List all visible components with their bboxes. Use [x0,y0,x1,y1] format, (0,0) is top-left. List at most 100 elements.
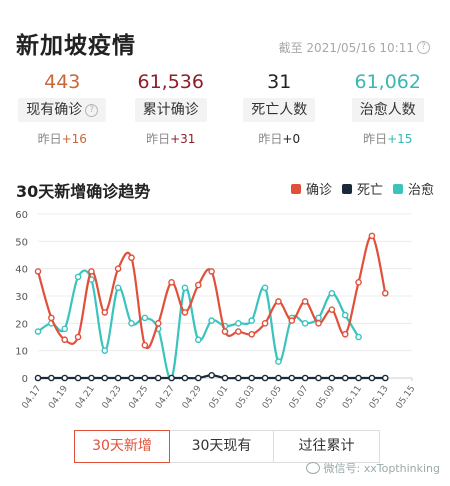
data-point [315,374,322,382]
data-point [261,320,269,327]
stat-delta: 昨日+16 [8,130,117,147]
stat-label: 累计确诊 [134,98,207,122]
data-point [301,374,309,382]
x-tick-label: 04.23 [101,384,124,411]
data-point [34,328,42,335]
timestamp-text: 截至 2021/05/16 10:11 [278,41,414,55]
stat-label: 治愈人数 [351,98,424,122]
data-point [141,374,149,382]
data-point [128,320,135,327]
y-tick-label: 60 [15,210,28,221]
chart-section: 30天新增确诊趋势 确诊 死亡 治愈 0 10 20 30 40 50 60 04.17 04.… [0,170,450,420]
data-point [128,254,135,262]
stat-label[interactable]: 现有确诊 ? [18,98,107,122]
y-tick-label: 20 [15,319,28,330]
data-point [48,314,55,322]
data-point [288,317,296,324]
legend-swatch [290,183,301,194]
data-point [194,336,202,344]
x-tick-label: 05.09 [314,384,337,411]
data-point [194,374,202,382]
timestamp: 截至 2021/05/16 10:11 ? [279,39,430,56]
x-tick-label: 04.17 [20,384,43,411]
data-point [288,374,296,382]
data-point [355,333,362,341]
header: 新加坡疫情 截至 2021/05/16 10:11 ? [16,26,436,66]
data-point [88,374,95,382]
data-point [221,328,229,335]
data-point [315,320,322,327]
data-point [328,374,336,382]
y-tick-label: 0 [22,374,28,385]
data-point [74,273,82,281]
data-point [168,374,175,382]
stat-delta: 昨日+0 [225,130,334,147]
stat-delta-value: +15 [387,132,413,146]
data-point [34,268,42,275]
data-point [381,289,389,297]
y-tick-label: 40 [15,265,28,276]
data-point [355,374,362,382]
help-icon[interactable]: ? [85,103,99,117]
legend-swatch [392,183,403,194]
legend-label: 死亡 [356,183,383,198]
data-point [181,309,189,316]
x-tick-label: 05.15 [394,384,417,411]
stat-delta-prefix: 昨日 [37,132,62,146]
stat-delta-value: +16 [61,132,87,146]
stat-delta-value: +31 [170,132,196,146]
data-point [61,336,69,344]
stat-value: 31 [267,71,292,93]
data-point [208,268,215,275]
stat-label-text: 现有确诊 [26,102,83,118]
chart-legend: 确诊 死亡 治愈 [290,179,434,198]
data-point [74,333,82,341]
legend-item-deaths[interactable]: 死亡 [341,179,383,198]
data-point [248,374,256,382]
stat-current-confirmed: 443 现有确诊 ? 昨日+16 [8,70,117,150]
data-point [61,374,69,382]
stat-delta: 昨日+15 [334,130,443,147]
stat-recovered: 61,062 治愈人数 昨日+15 [334,70,443,150]
data-point [168,279,175,286]
tab-historical-total[interactable]: 过往累计 [274,430,380,463]
data-point [101,309,109,316]
data-point [61,325,69,333]
chart-title: 30天新增确诊趋势 [16,182,151,201]
watermark: 微信号: xxTopthinking [305,460,440,476]
data-point [341,374,349,382]
stat-label-text: 累计确诊 [142,102,199,118]
stat-delta-value: +0 [282,132,301,146]
data-point [128,374,135,382]
tab-30day-current[interactable]: 30天现有 [170,430,274,463]
data-point [301,298,309,305]
data-point [261,374,269,382]
legend-item-recovered[interactable]: 治愈 [392,179,434,198]
legend-label: 确诊 [305,183,332,198]
data-point [248,330,256,338]
stat-label-text: 死亡人数 [251,102,308,118]
data-point [381,374,389,382]
data-point [141,314,149,322]
data-point [261,284,269,292]
data-point [275,298,282,305]
legend-item-confirmed[interactable]: 确诊 [290,179,332,198]
x-tick-label: 04.21 [74,384,97,411]
x-tick-label: 04.27 [154,384,177,411]
x-tick-label: 04.25 [127,384,150,411]
y-tick-label: 10 [15,347,28,358]
x-tick-label: 05.03 [234,384,257,411]
tab-30day-new[interactable]: 30天新增 [74,430,170,463]
stat-deaths: 31 死亡人数 昨日+0 [225,70,334,150]
legend-label: 治愈 [407,183,434,198]
data-point [114,265,122,272]
wechat-icon [305,462,320,474]
data-point [114,374,122,382]
help-icon[interactable]: ? [417,41,430,54]
tab-bar: 30天新增 30天现有 过往累计 [74,430,380,463]
x-tick-label: 05.13 [368,384,391,411]
x-tick-label: 04.29 [181,384,204,411]
data-point [355,279,362,286]
data-point [101,374,109,382]
